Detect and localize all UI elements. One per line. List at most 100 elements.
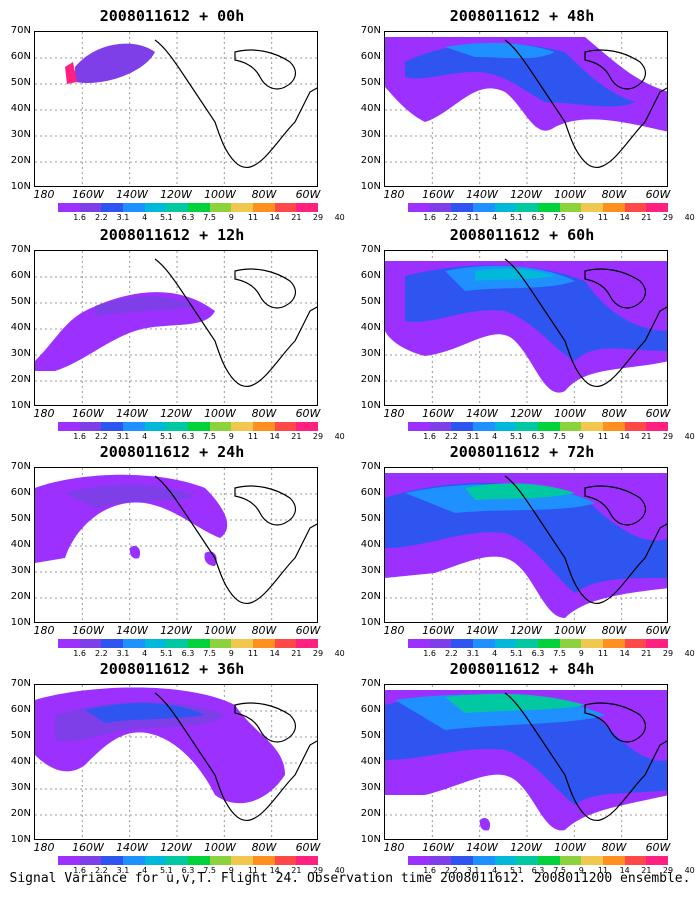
colorbar-label: 6.3 (181, 866, 195, 875)
colorbar-label: 21 (291, 432, 302, 441)
colorbar-label: 2.2 (94, 432, 108, 441)
longitude-label: 120W (510, 841, 542, 854)
longitude-label: 80W (601, 624, 627, 637)
colorbar-label: 29 (662, 213, 674, 222)
colorbar-swatch (581, 856, 604, 865)
variance-region (95, 296, 195, 316)
panel-title: 2008011612 + 36h (99, 660, 245, 678)
coastline (584, 702, 647, 743)
colorbar-swatch (646, 856, 669, 865)
colorbar-swatch (231, 422, 254, 431)
longitude-label: 60W (645, 841, 671, 854)
latitude-label: 10N (360, 400, 381, 411)
colorbar-label: 1.6 (73, 649, 87, 658)
colorbar-swatch (429, 639, 452, 648)
colorbar-label: 21 (641, 649, 652, 658)
colorbar-label: 5.1 (509, 649, 523, 658)
colorbar-label: 1.6 (73, 432, 87, 441)
variance-map (385, 685, 667, 839)
colorbar-swatch (188, 203, 210, 212)
colorbar-swatch (624, 203, 647, 212)
colorbar-label: 29 (662, 866, 674, 875)
colorbar-label: 21 (641, 432, 652, 441)
colorbar-swatch (296, 422, 319, 431)
colorbar-swatch (408, 422, 430, 431)
colorbar-swatch (581, 422, 604, 431)
colorbar-swatch (123, 203, 145, 212)
latitude-label: 20N (10, 374, 31, 385)
latitude-label: 10N (360, 834, 381, 845)
colorbar-label: 11 (247, 432, 259, 441)
colorbar-swatch (624, 856, 647, 865)
colorbar-label: 6.3 (531, 213, 545, 222)
colorbar-label: 9 (578, 866, 584, 875)
colorbar-swatch (429, 422, 452, 431)
longitude-label: 180 (383, 841, 405, 854)
longitude-label: 120W (160, 624, 192, 637)
longitude-label: 140W (466, 624, 498, 637)
colorbar-label: 3.1 (466, 866, 480, 875)
colorbar-label: 7.5 (553, 432, 567, 441)
latitude-label: 20N (360, 808, 381, 819)
colorbar-label: 40 (334, 432, 345, 441)
colorbar (58, 203, 319, 212)
colorbar-swatch (646, 203, 669, 212)
colorbar-swatch (559, 203, 582, 212)
variance-region (85, 703, 205, 723)
colorbar-swatch (253, 203, 275, 212)
longitude-label: 140W (466, 188, 498, 201)
panel-title: 2008011612 + 48h (449, 7, 595, 25)
longitude-label: 80W (251, 624, 277, 637)
colorbar-label: 14 (619, 649, 630, 658)
colorbar-label: 3.1 (116, 649, 130, 658)
latitude-label: 50N (360, 513, 381, 524)
colorbar-swatch (123, 639, 145, 648)
coastline (584, 268, 647, 309)
latitude-label: 60N (360, 704, 381, 715)
colorbar-swatch (516, 422, 539, 431)
colorbar-label: 6.3 (531, 649, 545, 658)
latitude-label: 50N (10, 77, 31, 88)
longitude-label: 180 (383, 407, 405, 420)
panel-title: 2008011612 + 12h (99, 226, 245, 244)
colorbar-label: 29 (662, 649, 674, 658)
map-panel (384, 467, 668, 623)
colorbar-label: 6.3 (181, 432, 195, 441)
longitude-label: 60W (645, 188, 671, 201)
variance-region (75, 43, 155, 83)
latitude-label: 50N (10, 513, 31, 524)
latitude-label: 70N (360, 25, 381, 36)
colorbar-label: 1.6 (423, 649, 437, 658)
latitude-label: 40N (360, 539, 381, 550)
map-panel (34, 31, 318, 187)
colorbar-label: 11 (247, 866, 259, 875)
latitude-label: 30N (360, 129, 381, 140)
latitude-label: 70N (10, 244, 31, 255)
colorbar-label: 6.3 (181, 649, 195, 658)
longitude-label: 100W (204, 624, 236, 637)
colorbar-swatch (231, 203, 254, 212)
colorbar-label: 9 (228, 432, 234, 441)
variance-region (479, 818, 491, 831)
coastline (504, 692, 667, 822)
colorbar-swatch (451, 422, 474, 431)
colorbar-swatch (538, 856, 560, 865)
coastline (584, 485, 647, 526)
colorbar-label: 7.5 (203, 432, 217, 441)
colorbar-label: 1.6 (73, 213, 87, 222)
longitude-label: 100W (554, 841, 586, 854)
colorbar-swatch (473, 856, 495, 865)
colorbar-label: 21 (641, 866, 652, 875)
longitude-label: 120W (160, 188, 192, 201)
colorbar-label: 3.1 (466, 432, 480, 441)
colorbar-label: 11 (247, 213, 259, 222)
longitude-label: 180 (33, 407, 55, 420)
variance-region (129, 546, 141, 559)
colorbar-label: 40 (684, 649, 695, 658)
latitude-label: 40N (10, 756, 31, 767)
colorbar-label: 9 (228, 213, 234, 222)
colorbar-label: 4 (142, 213, 148, 222)
longitude-label: 180 (33, 841, 55, 854)
longitude-label: 160W (422, 624, 454, 637)
colorbar-label: 2.2 (94, 649, 108, 658)
